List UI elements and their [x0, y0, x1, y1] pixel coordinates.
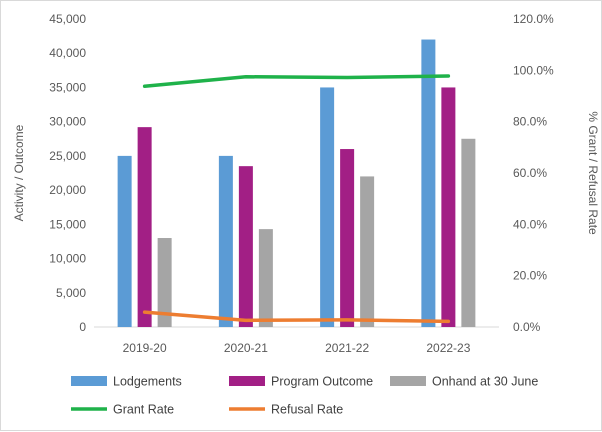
x-tick-label: 2022-23 — [426, 341, 470, 355]
x-tick-label: 2021-22 — [325, 341, 369, 355]
legend-swatch-lodgements — [71, 376, 107, 386]
line-refusal-rate — [142, 310, 451, 324]
y-tick-label: 15,000 — [49, 217, 86, 231]
legend-label-program-outcome: Program Outcome — [271, 375, 373, 389]
bar-lodgements — [117, 155, 132, 327]
y2-axis-title: % Grant / Refusal Rate — [586, 111, 600, 235]
left-axis-ticks: 0 5,000 10,000 15,000 20,000 25,000 30,000 35,0… — [49, 12, 86, 334]
bar-onhand-at-30-june — [258, 229, 273, 327]
bar-lodgements — [320, 87, 335, 327]
legend-swatch-program-outcome — [229, 376, 265, 386]
y-tick-label: 10,000 — [49, 252, 86, 266]
legend-swatch-onhand-at-30-june — [390, 376, 426, 386]
y-tick-label: 5,000 — [56, 286, 86, 300]
bar-program-outcome — [441, 87, 456, 327]
legend-label-lodgements: Lodgements — [113, 375, 182, 389]
y-tick-label: 25,000 — [49, 149, 86, 163]
y-axis-title: Activity / Outcome — [12, 124, 26, 221]
y-tick-label: 20,000 — [49, 183, 86, 197]
y2-tick-label: 100.0% — [513, 63, 554, 77]
x-axis-ticks: 2019-20 2020-21 2021-22 2022-23 — [123, 341, 471, 355]
y2-tick-label: 120.0% — [513, 12, 554, 26]
y-tick-label: 35,000 — [49, 80, 86, 94]
y-tick-label: 40,000 — [49, 46, 86, 60]
y2-tick-label: 80.0% — [513, 115, 547, 129]
y2-tick-label: 20.0% — [513, 269, 547, 283]
x-tick-label: 2019-20 — [123, 341, 167, 355]
bar-program-outcome — [238, 166, 253, 327]
y2-tick-label: 40.0% — [513, 217, 547, 231]
bar-program-outcome — [137, 127, 152, 328]
legend-label-onhand-at-30-june: Onhand at 30 June — [432, 375, 538, 389]
bar-program-outcome — [340, 149, 355, 327]
line-series-group — [142, 74, 451, 324]
bar-onhand-at-30-june — [461, 138, 476, 327]
bar-lodgements — [421, 39, 436, 328]
y-tick-label: 0 — [79, 320, 86, 334]
legend-label-grant-rate: Grant Rate — [113, 403, 174, 417]
legend-label-refusal-rate: Refusal Rate — [271, 403, 343, 417]
x-tick-label: 2020-21 — [224, 341, 268, 355]
bar-series-group — [117, 39, 476, 328]
y-tick-label: 30,000 — [49, 115, 86, 129]
y2-tick-label: 60.0% — [513, 166, 547, 180]
y2-tick-label: 0.0% — [513, 320, 541, 334]
bar-lodgements — [218, 155, 233, 327]
bar-onhand-at-30-june — [360, 176, 375, 327]
bar-onhand-at-30-june — [157, 238, 172, 327]
legend: Lodgements Program Outcome Onhand at 30 Ju… — [71, 375, 538, 417]
right-axis-ticks: 0.0% 20.0% 40.0% 60.0% 80.0% 100.0% 120.0% — [513, 12, 554, 334]
line-grant-rate — [142, 74, 451, 88]
y-tick-label: 45,000 — [49, 12, 86, 26]
